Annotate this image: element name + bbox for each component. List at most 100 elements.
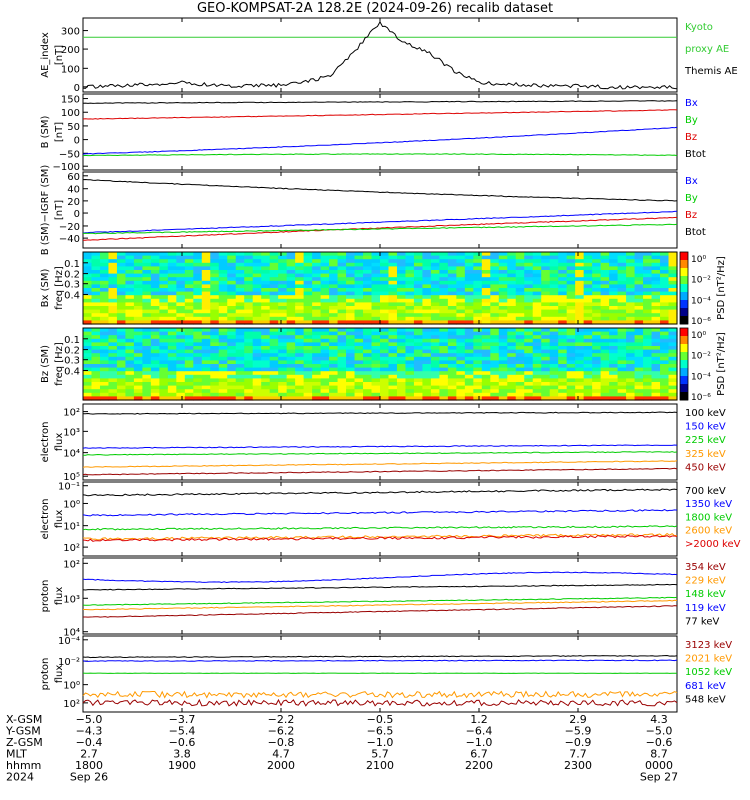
spectrogram-cell [363,306,373,311]
spectrogram-cell [583,302,593,307]
spectrogram-cell [354,252,364,257]
spectrogram-cell [524,313,534,318]
spectrogram-cell [668,389,678,394]
colorbar-segment [680,268,688,277]
spectrogram-cell [159,291,169,296]
spectrogram-cell [125,346,135,351]
spectrogram-cell [286,270,296,275]
spectrogram-cell [405,262,415,267]
spectrogram-cell [634,346,644,351]
spectrogram-cell [278,270,288,275]
spectrogram-cell [286,374,296,379]
y-tick-label: 10² [63,408,80,419]
spectrogram-cell [108,374,118,379]
spectrogram-cell [634,280,644,285]
spectrogram-cell [549,335,559,340]
spectrogram-cell [116,328,127,333]
spectrogram-cell [422,360,432,365]
spectrogram-cell [176,389,186,394]
spectrogram-cell [278,298,288,303]
spectrogram-cell [150,320,160,325]
spectrogram-cell [396,302,407,307]
spectrogram-cell [473,270,483,275]
spectrogram-cell [626,392,636,397]
spectrogram-cell [235,255,245,260]
spectrogram-cell [99,309,110,314]
spectrogram-cell [660,364,670,369]
spectrogram-cell [643,356,653,361]
spectrogram-cell [498,335,508,340]
spectrogram-cell [295,288,305,293]
spectrogram-cell [167,280,177,285]
ephemeris-value: 6.7 [470,748,488,761]
spectrogram-cell [261,396,271,401]
spectrogram-cell [626,378,636,383]
spectrogram-cell [541,331,551,336]
spectrogram-cell [668,342,678,347]
spectrogram-cell [481,280,491,285]
ephemeris-value: −0.8 [268,736,295,749]
spectrogram-cell [269,309,279,314]
spectrogram-cell [481,316,491,321]
spectrogram-cell [600,331,610,336]
spectrogram-cell [363,313,373,318]
spectrogram-cell [549,277,559,282]
spectrogram-cell [244,385,254,390]
spectrogram-cell [108,266,118,271]
spectrogram-cell [617,328,627,333]
y-tick-label: 10¹ [63,522,80,533]
spectrogram-cell [235,356,245,361]
spectrogram-cell [456,349,466,354]
spectrogram-cell [99,335,110,340]
spectrogram-cell [464,374,474,379]
spectrogram-cell [210,262,220,267]
spectrogram-cell [617,306,627,311]
ephemeris-value: 2.9 [569,713,587,726]
spectrogram-cell [532,342,542,347]
spectrogram-cell [371,349,381,354]
spectrogram-cell [312,291,322,296]
spectrogram-cell [592,306,602,311]
spectrogram-cell [312,364,322,369]
spectrogram-cell [159,259,169,264]
spectrogram-cell [643,353,653,358]
spectrogram-cell [634,349,644,354]
spectrogram-cell [363,259,373,264]
spectrogram-cell [235,385,245,390]
spectrogram-cell [498,360,508,365]
spectrogram-cell [481,389,491,394]
spectrogram-cell [566,316,576,321]
spectrogram-cell [380,295,390,300]
spectrogram-cell [244,298,254,303]
spectrogram-cell [303,255,313,260]
spectrogram-cell [651,252,661,257]
spectrogram-cell [176,371,186,376]
spectrogram-cell [371,382,381,387]
spectrogram-cell [278,309,288,314]
spectrogram-cell [227,396,237,401]
spectrogram-cell [413,291,424,296]
spectrogram-cell [83,367,93,372]
spectrogram-cell [592,349,602,354]
spectrogram-cell [83,298,93,303]
y-axis-label: [nT] [54,122,65,142]
spectrogram-cell [515,353,525,358]
spectrogram-cell [269,331,279,336]
spectrogram-cell [651,364,661,369]
spectrogram-cell [150,306,160,311]
spectrogram-cell [244,338,254,343]
spectrogram-cell [388,280,398,285]
spectrogram-cell [498,328,508,333]
spectrogram-cell [626,291,636,296]
legend-entry: >2000 keV [685,539,741,550]
spectrogram-cell [252,313,262,318]
spectrogram-cell [549,280,559,285]
spectrogram-cell [269,353,279,358]
spectrogram-cell [278,385,288,390]
spectrogram-cell [125,280,135,285]
spectrogram-cell [447,349,457,354]
spectrogram-cell [668,266,678,271]
spectrogram-cell [244,291,254,296]
spectrogram-cell [261,392,271,397]
spectrogram-cell [634,309,644,314]
